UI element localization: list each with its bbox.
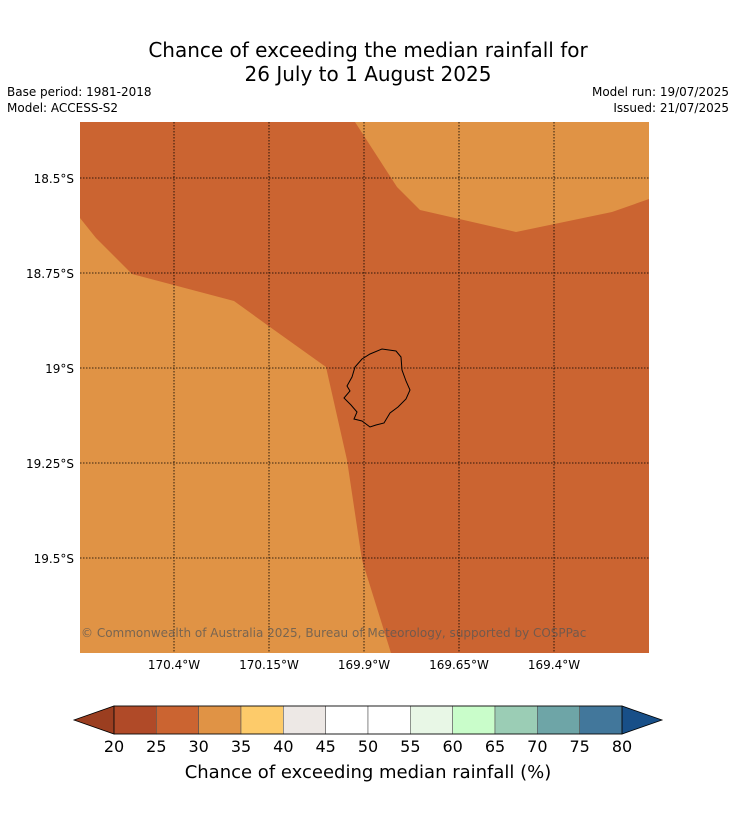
lon-label: 170.15°W (239, 658, 299, 672)
colorbar-tick-label: 25 (146, 737, 166, 756)
lat-label: 19.25°S (26, 457, 74, 471)
colorbar-tick-label: 35 (231, 737, 251, 756)
colorbar-tick-label: 75 (569, 737, 589, 756)
longitude-labels: 170.4°W 170.15°W 169.9°W 169.65°W 169.4°… (148, 658, 580, 672)
base-period: Base period: 1981-2018 (7, 85, 152, 99)
lon-label: 169.4°W (528, 658, 580, 672)
model-name: Model: ACCESS-S2 (7, 101, 119, 115)
colorbar: 20 25 30 35 40 45 50 55 60 65 70 75 80 (72, 705, 664, 756)
colorbar-tick-label: 20 (104, 737, 124, 756)
colorbar-segment (156, 705, 199, 735)
colorbar-under-arrow (72, 705, 115, 735)
colorbar-tick-label: 40 (273, 737, 293, 756)
lat-label: 19°S (45, 362, 74, 376)
issued-date: Issued: 21/07/2025 (613, 101, 729, 115)
colorbar-segment (240, 705, 284, 735)
colorbar-segment (283, 705, 326, 735)
colorbar-over-arrow (621, 705, 664, 735)
map-title: Chance of exceeding the median rainfall … (0, 38, 736, 86)
meta-right: Model run: 19/07/2025 Issued: 21/07/2025 (592, 84, 729, 116)
rainfall-band-30-35-northeast (355, 122, 649, 232)
rainfall-band-30-35-west (80, 218, 391, 653)
colorbar-tick-label: 80 (612, 737, 632, 756)
map-panel: © Commonwealth of Australia 2025, Bureau… (80, 122, 649, 653)
colorbar-segment (410, 705, 453, 735)
colorbar-segment (579, 705, 623, 735)
colorbar-tick-label: 70 (527, 737, 547, 756)
colorbar-tick-label: 45 (315, 737, 335, 756)
colorbar-segment (367, 705, 411, 735)
colorbar-segment (325, 705, 369, 735)
colorbar-tick-label: 50 (358, 737, 378, 756)
niue-island-coastline (343, 348, 411, 428)
lon-label: 170.4°W (148, 658, 200, 672)
gridlines (80, 122, 649, 653)
copyright-notice: © Commonwealth of Australia 2025, Bureau… (81, 626, 586, 640)
colorbar-tick-label: 60 (442, 737, 462, 756)
colorbar-tick-label: 55 (400, 737, 420, 756)
colorbar-label: Chance of exceeding median rainfall (%) (184, 762, 552, 783)
meta-left: Base period: 1981-2018 Model: ACCESS-S2 (7, 84, 152, 116)
lon-label: 169.9°W (338, 658, 390, 672)
colorbar-segment (198, 705, 242, 735)
colorbar-segment (113, 705, 157, 735)
latitude-labels: 18.5°S 18.75°S 19°S 19.25°S 19.5°S (26, 172, 74, 566)
colorbar-segment (494, 705, 538, 735)
colorbar-tick-label: 30 (188, 737, 208, 756)
lat-label: 18.75°S (26, 267, 74, 281)
colorbar-segment (452, 705, 496, 735)
colorbar-segment (537, 705, 580, 735)
colorbar-outline (113, 705, 623, 735)
title-line-1: Chance of exceeding the median rainfall … (148, 38, 588, 62)
lat-label: 18.5°S (34, 172, 74, 186)
model-run: Model run: 19/07/2025 (591, 85, 729, 99)
lat-label: 19.5°S (34, 552, 74, 566)
colorbar-tick-label: 65 (485, 737, 505, 756)
lon-label: 169.65°W (429, 658, 489, 672)
title-line-2: 26 July to 1 August 2025 (244, 62, 492, 86)
